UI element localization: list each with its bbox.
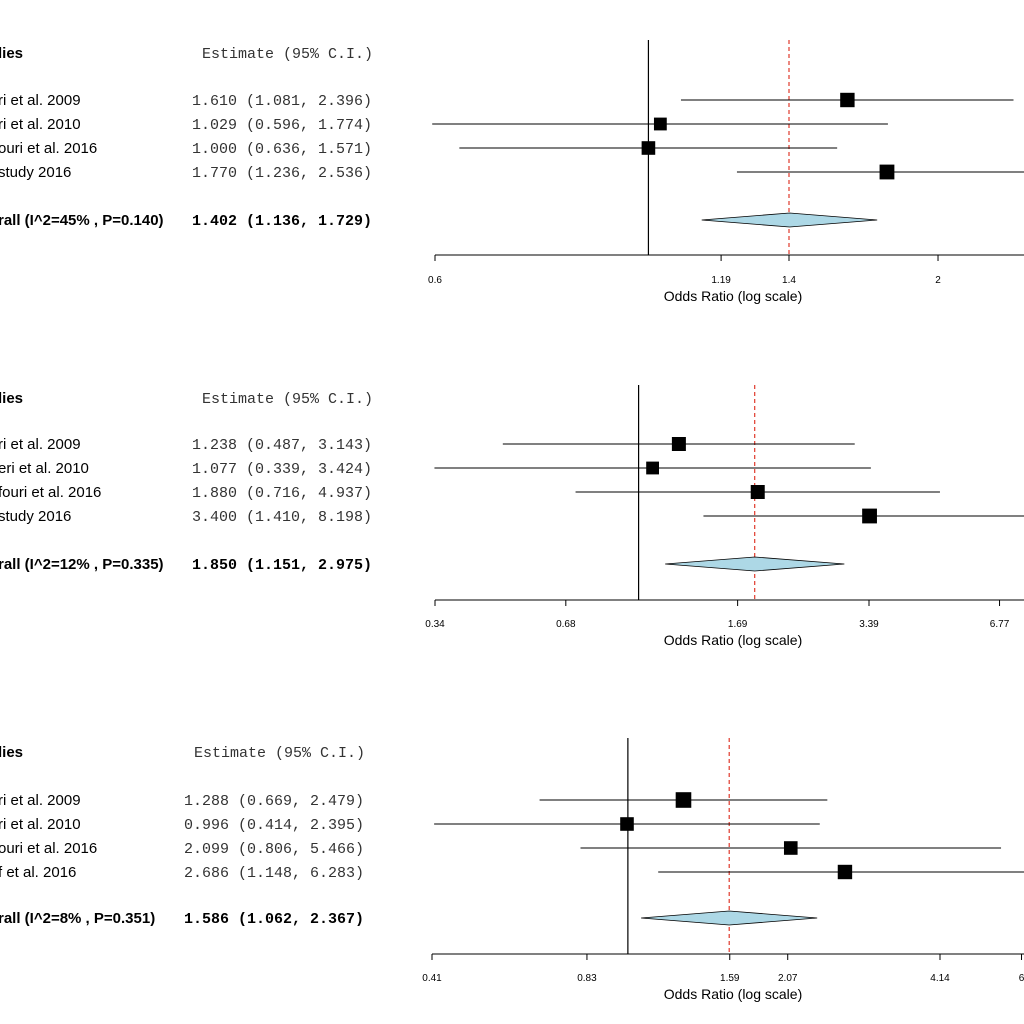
study-point-marker bbox=[653, 117, 667, 131]
study-point-marker bbox=[862, 508, 877, 524]
x-axis-tick-label: 6 bbox=[1019, 973, 1024, 984]
study-estimate: 1.077 (0.339, 3.424) bbox=[192, 461, 372, 478]
study-label: fouri et al. 2016 bbox=[0, 484, 101, 501]
study-point-marker bbox=[879, 164, 895, 180]
study-point-marker bbox=[675, 792, 692, 808]
x-axis-tick-label: 0.83 bbox=[577, 973, 597, 984]
study-label: ri et al. 2009 bbox=[0, 792, 81, 809]
study-estimate: 1.880 (0.716, 4.937) bbox=[192, 485, 372, 502]
study-estimate: 2.099 (0.806, 5.466) bbox=[184, 841, 364, 858]
header-estimate: Estimate (95% C.I.) bbox=[194, 745, 365, 762]
study-estimate: 1.238 (0.487, 3.143) bbox=[192, 437, 372, 454]
overall-estimate: 1.586 (1.062, 2.367) bbox=[184, 911, 364, 928]
study-label: ri et al. 2009 bbox=[0, 92, 81, 109]
x-axis-tick-label: 2 bbox=[935, 275, 941, 286]
forest-panel-2: lies Estimate (95% C.I.) ri et al. 2009 1.2… bbox=[0, 385, 1024, 648]
overall-label: rall (I^2=45% , P=0.140) bbox=[0, 212, 164, 229]
header-estimate: Estimate (95% C.I.) bbox=[202, 46, 373, 63]
overall-diamond bbox=[701, 212, 878, 228]
overall-estimate: 1.850 (1.151, 2.975) bbox=[192, 557, 372, 574]
header-studies: lies bbox=[0, 390, 23, 407]
study-estimate: 1.610 (1.081, 2.396) bbox=[192, 93, 372, 110]
study-estimate: 3.400 (1.410, 8.198) bbox=[192, 509, 372, 526]
forest-panel-1: lies Estimate (95% C.I.) ri et al. 2009 1.6… bbox=[0, 40, 1024, 304]
overall-diamond bbox=[665, 556, 845, 572]
study-label: study 2016 bbox=[0, 164, 71, 181]
study-estimate: 1.000 (0.636, 1.571) bbox=[192, 141, 372, 158]
x-axis-tick-label: 3.39 bbox=[859, 619, 879, 630]
overall-estimate: 1.402 (1.136, 1.729) bbox=[192, 213, 372, 230]
study-estimate: 1.288 (0.669, 2.479) bbox=[184, 793, 364, 810]
x-axis-tick-label: 1.19 bbox=[711, 275, 731, 286]
study-label: ri et al. 2010 bbox=[0, 816, 81, 833]
x-axis-tick-label: 0.41 bbox=[422, 973, 442, 984]
x-axis-tick-label: 0.34 bbox=[425, 619, 445, 630]
header-estimate: Estimate (95% C.I.) bbox=[202, 391, 373, 408]
study-label: f et al. 2016 bbox=[0, 864, 76, 881]
overall-label: rall (I^2=12% , P=0.335) bbox=[0, 556, 164, 573]
study-estimate: 1.770 (1.236, 2.536) bbox=[192, 165, 372, 182]
study-label: eri et al. 2010 bbox=[0, 460, 89, 477]
x-axis-tick-label: 2.07 bbox=[778, 973, 798, 984]
study-estimate: 2.686 (1.148, 6.283) bbox=[184, 865, 364, 882]
x-axis-tick-label: 1.59 bbox=[720, 973, 740, 984]
study-label: study 2016 bbox=[0, 508, 71, 525]
study-point-marker bbox=[620, 817, 634, 831]
study-label: ouri et al. 2016 bbox=[0, 840, 97, 857]
study-label: ri et al. 2010 bbox=[0, 116, 81, 133]
study-estimate: 0.996 (0.414, 2.395) bbox=[184, 817, 364, 834]
header-studies: lies bbox=[0, 744, 23, 761]
study-point-marker bbox=[646, 461, 659, 475]
study-point-marker bbox=[641, 141, 656, 155]
overall-diamond bbox=[641, 910, 818, 926]
x-axis-tick-label: 1.4 bbox=[782, 275, 796, 286]
x-axis-title: Odds Ratio (log scale) bbox=[664, 632, 803, 648]
study-point-marker bbox=[783, 841, 798, 855]
overall-label: rall (I^2=8% , P=0.351) bbox=[0, 910, 155, 927]
x-axis-tick-label: 0.6 bbox=[428, 275, 442, 286]
forest-panel-3: lies Estimate (95% C.I.) ri et al. 2009 1.2… bbox=[0, 738, 1024, 1002]
x-axis-tick-label: 6.77 bbox=[990, 619, 1010, 630]
study-label: ouri et al. 2016 bbox=[0, 140, 97, 157]
x-axis-tick-label: 1.69 bbox=[728, 619, 748, 630]
study-point-marker bbox=[750, 485, 765, 499]
x-axis-title: Odds Ratio (log scale) bbox=[664, 986, 803, 1002]
study-estimate: 1.029 (0.596, 1.774) bbox=[192, 117, 372, 134]
header-studies: lies bbox=[0, 45, 23, 62]
x-axis-tick-label: 0.68 bbox=[556, 619, 576, 630]
x-axis-tick-label: 4.14 bbox=[930, 973, 950, 984]
study-point-marker bbox=[837, 864, 853, 880]
x-axis-title: Odds Ratio (log scale) bbox=[664, 288, 803, 304]
study-label: ri et al. 2009 bbox=[0, 436, 81, 453]
study-point-marker bbox=[671, 437, 686, 451]
study-point-marker bbox=[840, 92, 855, 108]
